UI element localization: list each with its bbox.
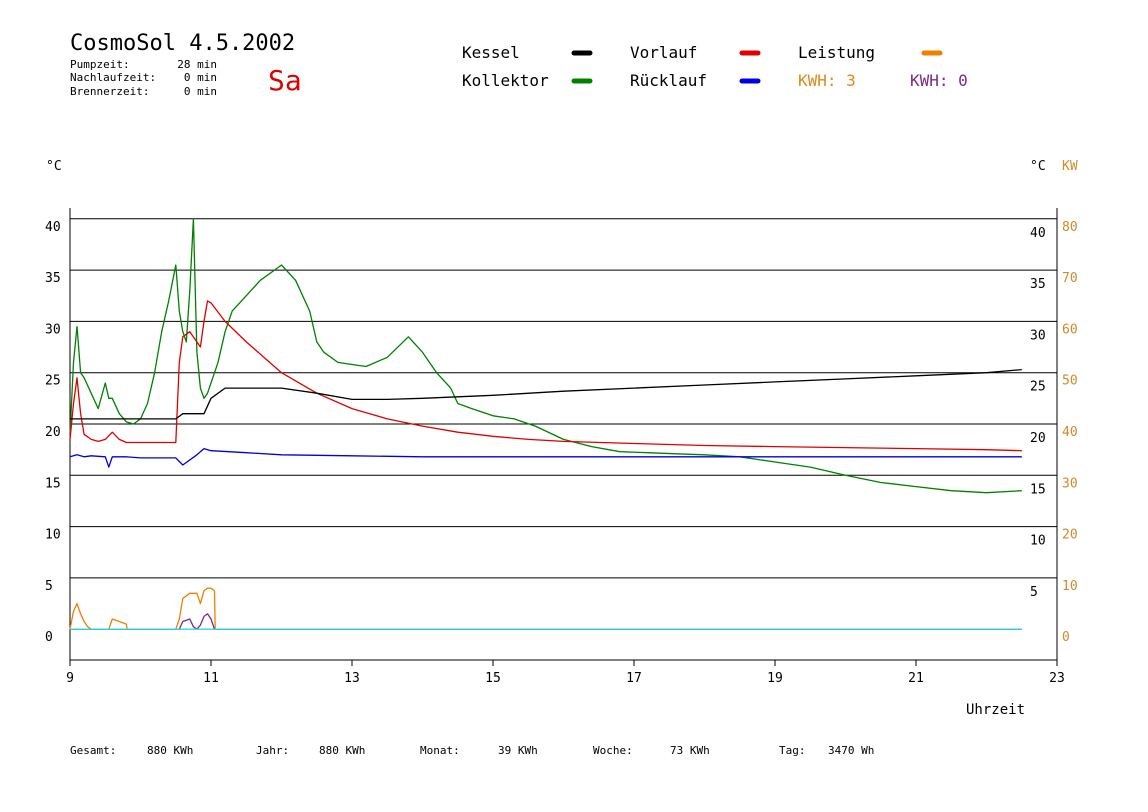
series-line-kollektor	[69, 218, 1022, 494]
footer-value-gesamt: 880 KWh	[147, 744, 193, 757]
y-tick-kw: 20	[1062, 528, 1078, 543]
legend-label-kollektor: Kollektor	[462, 71, 549, 90]
y-tick-right: 15	[1030, 482, 1046, 497]
series-line-vorlauf	[69, 300, 1022, 452]
x-tick-label: 11	[203, 671, 219, 686]
y-tick-left: 35	[45, 271, 61, 286]
footer-value-monat: 39 KWh	[498, 744, 538, 757]
y-tick-kw: 40	[1062, 425, 1078, 440]
series-line-r-cklauf	[69, 447, 1022, 468]
right-kw-unit-label: KW	[1062, 159, 1078, 174]
y-tick-right: 30	[1030, 328, 1046, 343]
x-tick-label: 9	[66, 671, 74, 686]
right-unit-label: °C	[1030, 159, 1046, 174]
legend-label-kessel: Kessel	[462, 43, 520, 62]
y-tick-labels-right: 5 10 15 20 25 30 35 40	[1030, 226, 1046, 600]
footer-label-jahr: Jahr:	[256, 744, 289, 757]
stat-label-nachlaufzeit: Nachlaufzeit:	[70, 71, 156, 84]
x-tick-label: 21	[908, 671, 924, 686]
legend-kwh-1: KWH: 3	[798, 71, 856, 90]
y-tick-left: 0	[45, 630, 53, 645]
legend-label-ruecklauf: Rücklauf	[630, 71, 707, 90]
y-tick-labels-kw: 0 10 20 30 40 50 60 70 80	[1062, 220, 1078, 645]
footer-value-woche: 73 KWh	[670, 744, 710, 757]
footer-label-gesamt: Gesamt:	[70, 744, 116, 757]
stat-label-pumpzeit: Pumpzeit:	[70, 58, 130, 71]
footer-label-monat: Monat:	[420, 744, 460, 757]
y-tick-right: 20	[1030, 431, 1046, 446]
legend-label-leistung: Leistung	[798, 43, 875, 62]
y-tick-kw: 0	[1062, 630, 1070, 645]
legend-kwh-2: KWH: 0	[910, 71, 968, 90]
legend-label-vorlauf: Vorlauf	[630, 43, 697, 62]
y-tick-right: 5	[1030, 585, 1038, 600]
y-tick-kw: 10	[1062, 579, 1078, 594]
footer-value-tag: 3470 Wh	[828, 744, 874, 757]
grid-lines	[70, 218, 1057, 579]
y-tick-left: 5	[45, 579, 53, 594]
y-tick-kw: 80	[1062, 220, 1078, 235]
stat-value-pumpzeit: 28 min	[177, 58, 217, 71]
y-tick-right: 40	[1030, 226, 1046, 241]
footer-value-jahr: 880 KWh	[319, 744, 365, 757]
x-tick-label: 13	[344, 671, 360, 686]
footer-label-woche: Woche:	[593, 744, 633, 757]
stat-value-brennerzeit: 0 min	[184, 85, 217, 98]
y-tick-left: 20	[45, 425, 61, 440]
x-tick-label: 15	[485, 671, 501, 686]
footer-label-tag: Tag:	[779, 744, 806, 757]
x-tick-label: 23	[1049, 671, 1065, 686]
y-tick-kw: 60	[1062, 322, 1078, 337]
x-axis-label: Uhrzeit	[966, 702, 1025, 718]
series-line-kessel	[70, 368, 1022, 420]
y-tick-kw: 70	[1062, 271, 1078, 286]
day-label: Sa	[268, 64, 302, 97]
app-title: CosmoSol 4.5.2002	[70, 31, 295, 56]
y-tick-left: 30	[45, 322, 61, 337]
stat-label-brennerzeit: Brennerzeit:	[70, 85, 149, 98]
y-tick-labels-left: 0 5 10 15 20 25 30 35 40	[45, 220, 61, 645]
y-tick-right: 10	[1030, 534, 1046, 549]
series-line-leistung-2	[70, 613, 1022, 630]
y-tick-left: 40	[45, 220, 61, 235]
series-lines	[69, 218, 1022, 630]
y-tick-right: 25	[1030, 380, 1046, 395]
x-tick-labels: 9 11 13 15 17 19 21 23	[66, 660, 1065, 686]
y-tick-left: 10	[45, 528, 61, 543]
y-tick-kw: 50	[1062, 374, 1078, 389]
x-tick-label: 17	[626, 671, 642, 686]
stat-value-nachlaufzeit: 0 min	[184, 71, 217, 84]
x-tick-label: 19	[767, 671, 783, 686]
y-tick-kw: 30	[1062, 476, 1078, 491]
y-tick-left: 25	[45, 374, 61, 389]
left-unit-label: °C	[46, 159, 62, 174]
y-tick-left: 15	[45, 476, 61, 491]
y-tick-right: 35	[1030, 277, 1046, 292]
